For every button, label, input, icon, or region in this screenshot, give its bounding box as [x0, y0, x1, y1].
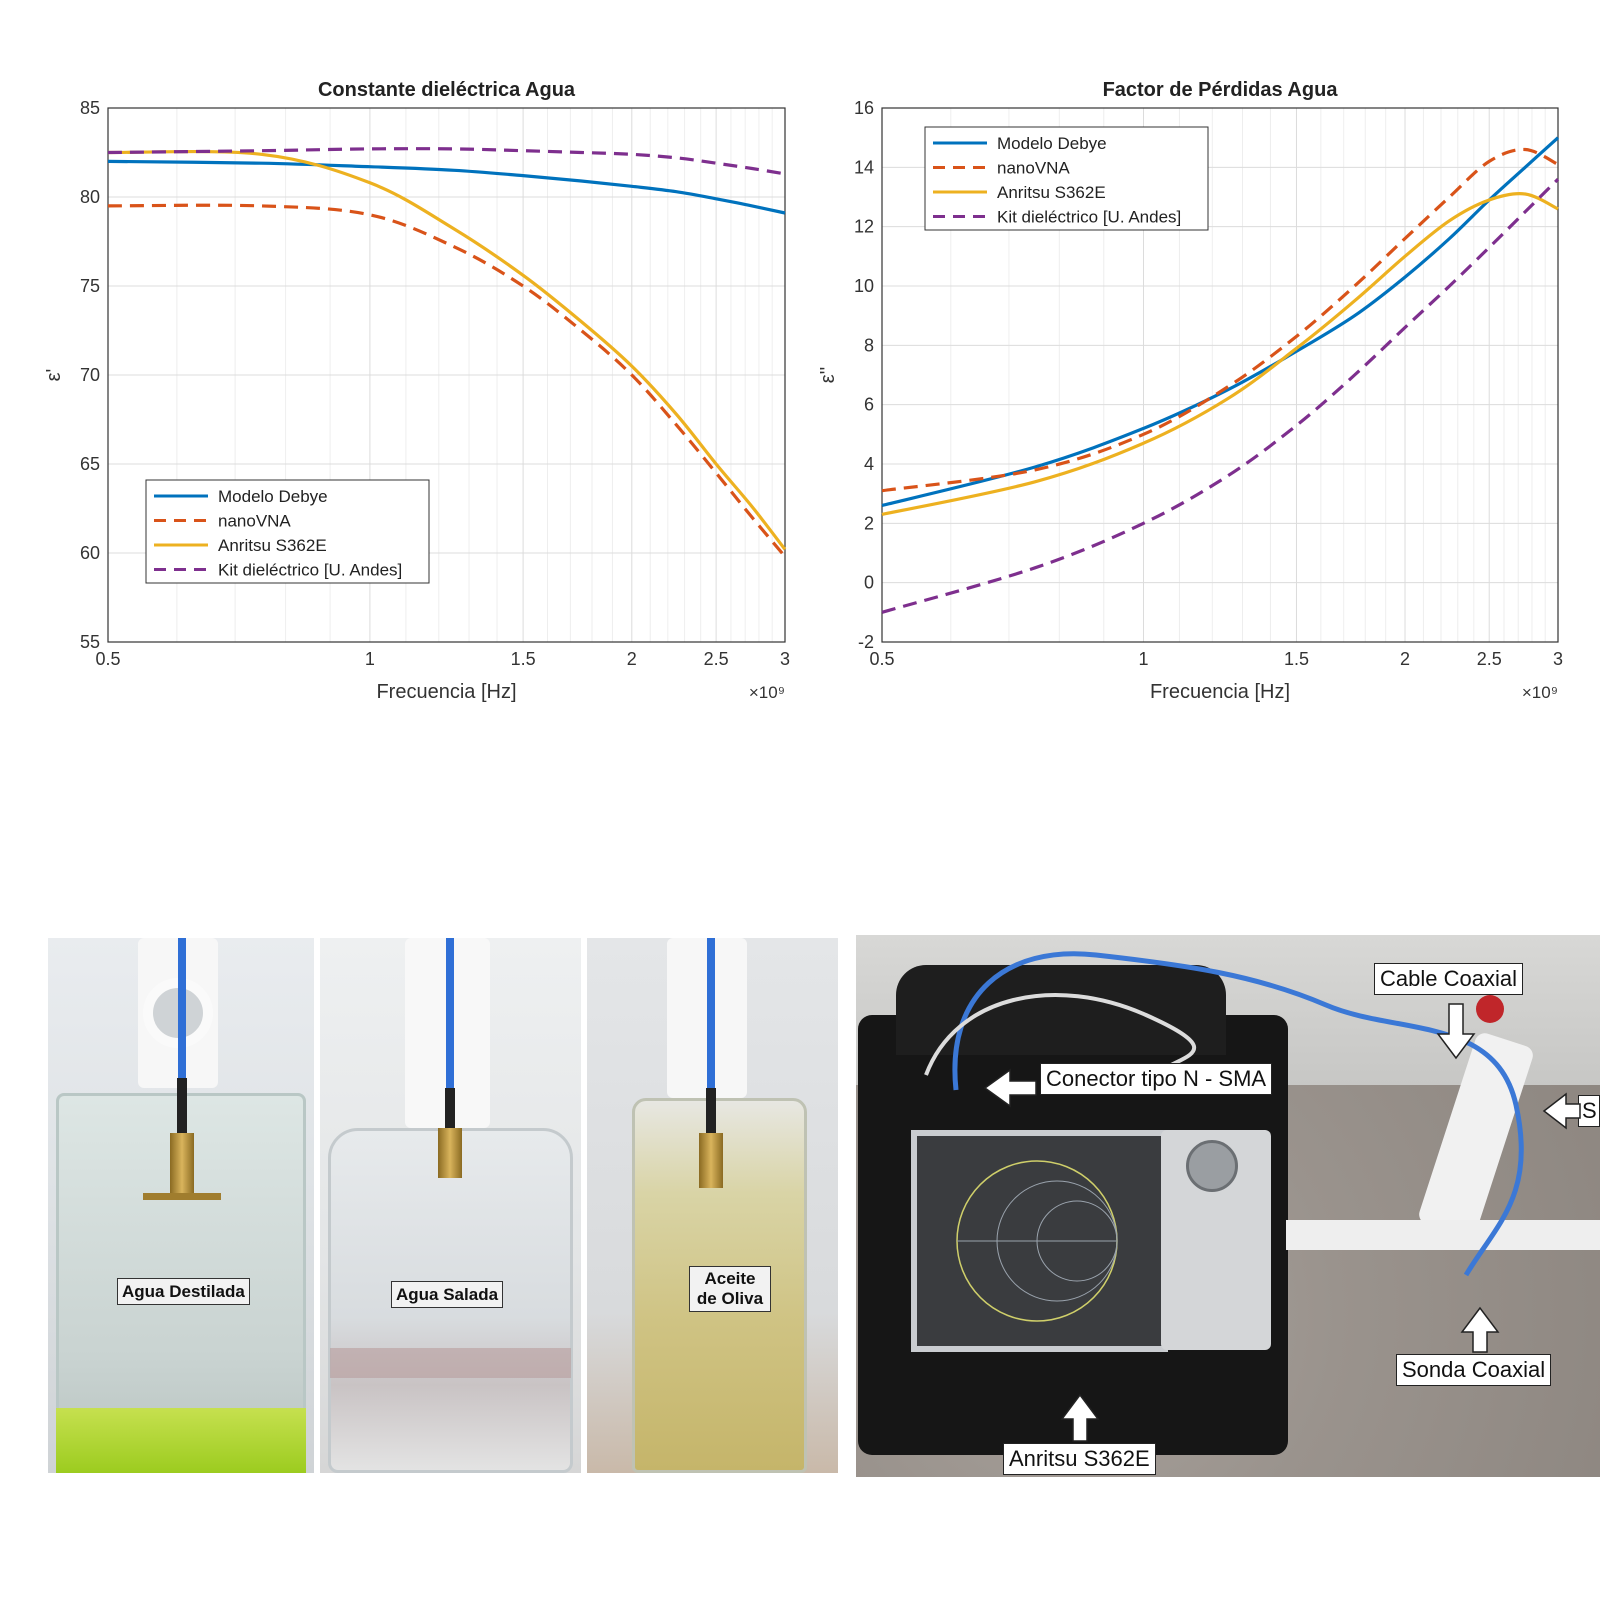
green-base: [56, 1408, 306, 1473]
x-tick-label: 2.5: [704, 649, 729, 669]
probe-body: [445, 1088, 455, 1128]
series-line-1: [881, 147, 1559, 493]
y-tick-label: 4: [864, 454, 874, 474]
y-tick-label: 75: [80, 276, 100, 296]
label-connector: Conector tipo N - SMA: [1040, 1063, 1273, 1095]
x-tick-label: 0.5: [869, 649, 894, 669]
y-tick-label: 60: [80, 543, 100, 563]
chart-title: Factor de Pérdidas Agua: [1103, 79, 1339, 101]
series-line-2: [107, 149, 787, 551]
y-tick-label: 70: [80, 365, 100, 385]
y-tick-label: 14: [854, 157, 874, 177]
probe-body: [177, 1078, 187, 1133]
x-tick-label: 3: [1553, 649, 1563, 669]
x-tick-label: 0.5: [95, 649, 120, 669]
series-line-3: [881, 178, 1560, 614]
probe-flange: [143, 1193, 221, 1200]
label-aceite-de-oliva-text: Aceite de Oliva: [696, 1269, 764, 1308]
y-tick-label: 80: [80, 187, 100, 207]
y-tick-label: 0: [864, 573, 874, 593]
series-line-2: [881, 192, 1559, 516]
label-cut: S: [1578, 1095, 1600, 1127]
series-line-0: [107, 159, 786, 215]
y-tick-label: 65: [80, 454, 100, 474]
x-tick-label: 2.5: [1477, 649, 1502, 669]
red-connector: [1476, 995, 1504, 1023]
photo-agua-salada: [320, 938, 581, 1473]
probe-cable: [178, 938, 186, 1078]
photo-agua-destilada: [48, 938, 314, 1473]
legend-label: Modelo Debye: [218, 487, 328, 506]
probe-connector: [699, 1133, 723, 1188]
x-tick-label: 1.5: [1284, 649, 1309, 669]
case-handle: [896, 965, 1226, 1055]
axes-box: [881, 107, 1559, 643]
chart-title: Constante dieléctrica Agua: [318, 79, 576, 101]
brown-band: [330, 1348, 571, 1378]
y-tick-label: 2: [864, 513, 874, 533]
probe-connector: [438, 1128, 462, 1178]
series-line-1: [107, 203, 787, 558]
x-axis-label: Frecuencia [Hz]: [1150, 681, 1290, 703]
y-tick-label: 6: [864, 395, 874, 415]
legend-label: Kit dieléctrico [U. Andes]: [997, 208, 1181, 227]
legend-label: Anritsu S362E: [218, 536, 327, 555]
x-tick-label: 1.5: [511, 649, 536, 669]
axes-box: [107, 107, 786, 643]
x-tick-label: 1: [365, 649, 375, 669]
setup-photo: [856, 935, 1600, 1477]
probe-cable: [707, 938, 715, 1088]
label-cable: Cable Coaxial: [1374, 963, 1523, 995]
label-aceite-de-oliva: Aceite de Oliva: [689, 1266, 771, 1312]
legend-label: Anritsu S362E: [997, 183, 1106, 202]
blue-coax-cable: [924, 951, 1524, 1277]
y-axis-label: ε'': [817, 367, 839, 384]
label-probe: Sonda Coaxial: [1396, 1354, 1552, 1386]
x-axis-label: Frecuencia [Hz]: [376, 681, 516, 703]
y-axis-label: ε': [43, 369, 65, 382]
legend-label: Modelo Debye: [997, 134, 1107, 153]
y-tick-label: 12: [854, 217, 874, 237]
y-tick-label: 55: [80, 632, 100, 652]
x-tick-label: 2: [1400, 649, 1410, 669]
series-line-3: [107, 147, 786, 176]
label-agua-destilada: Agua Destilada: [117, 1278, 250, 1305]
label-agua-salada: Agua Salada: [391, 1281, 504, 1308]
x-tick-label: 3: [780, 649, 790, 669]
y-tick-label: 8: [864, 335, 874, 355]
x-tick-label: 1: [1139, 649, 1149, 669]
probe-body: [706, 1088, 716, 1133]
legend-label: nanoVNA: [218, 512, 291, 531]
legend-label: nanoVNA: [997, 159, 1070, 178]
sample-photo-strip: Agua Destilada Agua Salada Aceite de Oli…: [48, 938, 838, 1473]
probe-connector: [170, 1133, 194, 1193]
y-tick-label: 10: [854, 276, 874, 296]
x-axis-multiplier: ×10⁹: [1522, 683, 1558, 702]
y-tick-label: 16: [854, 98, 874, 118]
legend-label: Kit dieléctrico [U. Andes]: [218, 561, 402, 580]
label-analyzer: Anritsu S362E: [1003, 1443, 1156, 1475]
pvc-base: [1286, 1220, 1600, 1250]
probe-cable: [446, 938, 454, 1088]
analyzer-screen: [911, 1130, 1168, 1352]
x-tick-label: 2: [627, 649, 637, 669]
y-tick-label: -2: [858, 632, 874, 652]
smith-chart-icon: [956, 1160, 1118, 1322]
photo-aceite-de-oliva: [587, 938, 838, 1473]
y-tick-label: 85: [80, 98, 100, 118]
analyzer-knob: [1186, 1140, 1238, 1192]
x-axis-multiplier: ×10⁹: [749, 683, 785, 702]
